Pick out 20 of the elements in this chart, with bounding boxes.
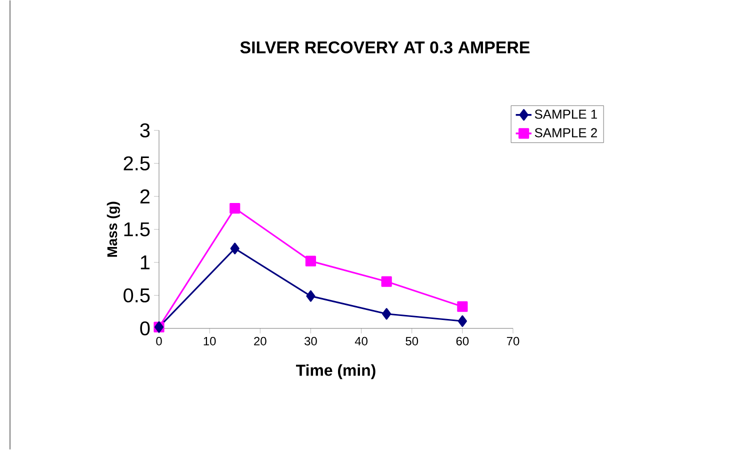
y-tick-label: 2.5 — [124, 156, 150, 171]
y-axis-title: Mass (g) — [106, 202, 120, 257]
x-tick-label: 20 — [254, 337, 266, 346]
x-tick-label: 70 — [506, 337, 520, 346]
y-tick-label: 2 — [140, 190, 150, 204]
legend-label: SAMPLE 1 — [534, 110, 597, 119]
x-tick-label: 50 — [406, 337, 418, 346]
legend-label: SAMPLE 2 — [534, 128, 597, 138]
y-tick-label: 3 — [140, 123, 150, 138]
x-tick-label: 10 — [204, 337, 216, 346]
x-axis-title: Time (min) — [296, 364, 376, 380]
x-tick-label: 0 — [156, 337, 162, 346]
x-tick-label: 40 — [354, 337, 368, 346]
chart-title: SILVER RECOVERY AT 0.3 AMPERE — [240, 41, 530, 54]
y-tick-label: 0.5 — [124, 288, 150, 303]
y-tick-label: 0 — [140, 321, 150, 336]
y-tick-label: 1.5 — [124, 222, 150, 236]
y-tick-label: 1 — [140, 256, 150, 270]
x-tick-label: 30 — [304, 337, 317, 346]
x-tick-label: 60 — [456, 337, 469, 346]
